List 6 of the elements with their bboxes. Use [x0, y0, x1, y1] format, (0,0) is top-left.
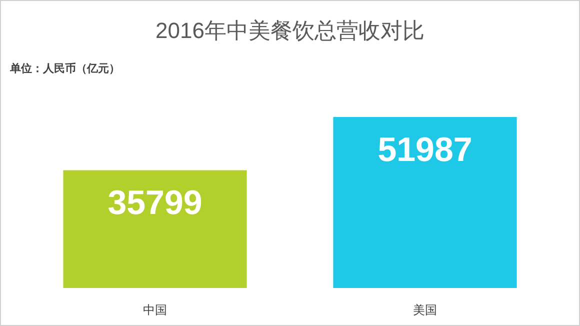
- x-tick-label: 中国: [143, 303, 167, 317]
- data-label: 51987: [378, 131, 472, 169]
- x-tick-label: 美国: [413, 303, 437, 317]
- chart-subtitle: 单位：人民币（亿元）: [9, 62, 120, 75]
- chart-title: 2016年中美餐饮总营收对比: [156, 18, 424, 43]
- data-label: 35799: [108, 184, 202, 222]
